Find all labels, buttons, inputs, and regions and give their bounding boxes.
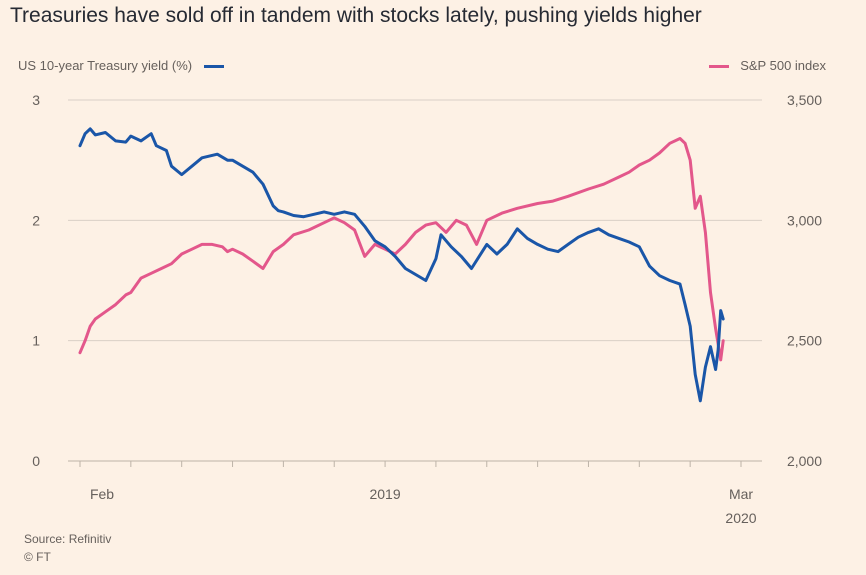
y-right-tick-label: 3,000	[787, 212, 822, 228]
y-left-tick-label: 0	[32, 453, 40, 469]
axis-layer: 0 1 2 3 2,000 2,500 3,000 3,500 Feb 2019 Mar 2020	[32, 92, 822, 526]
source-text: Source: Refinitiv	[24, 532, 112, 546]
y-right-tick-label: 2,500	[787, 333, 822, 349]
legend-yield-label: US 10-year Treasury yield (%)	[18, 58, 193, 73]
legend-sp500-swatch	[708, 65, 729, 69]
yield-series-line	[78, 127, 725, 403]
x-tick-label: Feb	[90, 486, 114, 502]
y-left-tick-label: 1	[32, 333, 40, 349]
y-left-tick-label: 3	[32, 92, 40, 108]
y-right-tick-label: 2,000	[787, 453, 822, 469]
y-left-tick-label: 2	[32, 212, 40, 228]
x-tick-sublabel: 2020	[725, 510, 756, 526]
ft-credit: © FT	[24, 550, 51, 564]
y-right-tick-label: 3,500	[787, 92, 822, 108]
series-layer	[78, 127, 725, 403]
legend-yield-swatch	[203, 65, 224, 69]
legend-sp500: S&P 500 index	[708, 58, 826, 73]
chart-title: Treasuries have sold off in tandem with …	[10, 4, 702, 27]
grid-layer	[68, 99, 762, 462]
legend-yield: US 10-year Treasury yield (%)	[18, 58, 224, 73]
legend-sp500-label: S&P 500 index	[740, 58, 826, 73]
source-note: Source: Refinitiv © FT	[24, 530, 111, 566]
x-tick-label: Mar	[729, 486, 753, 502]
x-tick-label: 2019	[369, 486, 400, 502]
